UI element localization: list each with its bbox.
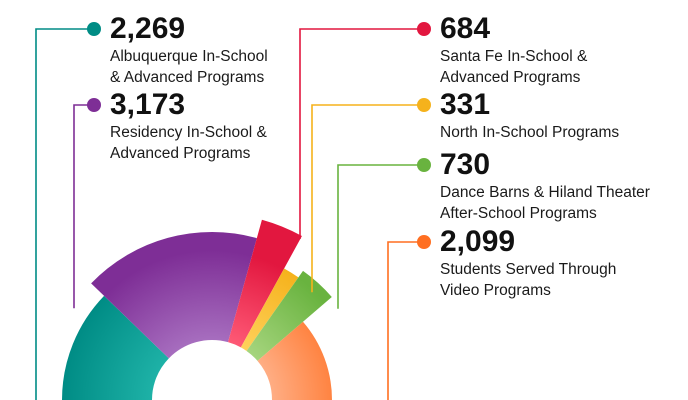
category-label-dance-barns-and-hiland-theater-after-school-programs-line-2: After-School Programs [440,205,597,222]
legend-dot-dance-barns-and-hiland-theater-after-school-programs [417,158,431,172]
value-label-residency-in-school-and-advanced-programs: 3,173 [110,88,185,121]
leader-line-santa-fe-in-school-and-advanced-programs [299,28,424,239]
legend-dot-students-served-through-video-programs [417,235,431,249]
category-label-students-served-through-video-programs-line-1: Students Served Through [440,261,616,278]
leader-line-residency-in-school-and-advanced-programs [73,104,94,309]
value-label-north-in-school-programs: 331 [440,88,490,121]
leader-lines [35,28,424,400]
slice-residency-in-school-and-advanced-programs [91,232,257,359]
legend-dot-north-in-school-programs [417,98,431,112]
category-label-santa-fe-in-school-and-advanced-programs-line-2: Advanced Programs [440,69,581,86]
slice-students-served-through-video-programs [257,321,332,400]
labels: 2,269 Albuquerque In-School & Advanced Pro… [87,12,650,299]
leader-line-albuquerque-in-school-and-advanced-programs [35,28,94,400]
leader-line-students-served-through-video-programs [387,241,424,400]
legend-dot-residency-in-school-and-advanced-programs [87,98,101,112]
value-label-santa-fe-in-school-and-advanced-programs: 684 [440,12,490,45]
slice-albuquerque-in-school-and-advanced-programs [62,295,169,400]
category-label-albuquerque-in-school-and-advanced-programs-line-1: Albuquerque In-School [110,48,268,65]
category-label-residency-in-school-and-advanced-programs-line-2: Advanced Programs [110,145,251,162]
category-label-santa-fe-in-school-and-advanced-programs-line-1: Santa Fe In-School & [440,48,588,65]
category-label-students-served-through-video-programs-line-2: Video Programs [440,282,551,299]
leader-line-dance-barns-and-hiland-theater-after-school-programs [337,164,424,309]
slice-santa-fe-in-school-and-advanced-programs [228,219,302,348]
value-label-albuquerque-in-school-and-advanced-programs: 2,269 [110,12,185,45]
slice-dance-barns-and-hiland-theater-after-school-programs [246,270,332,361]
leader-line-north-in-school-programs [311,104,424,293]
category-label-albuquerque-in-school-and-advanced-programs-line-2: & Advanced Programs [110,69,264,86]
value-label-dance-barns-and-hiland-theater-after-school-programs: 730 [440,148,490,181]
category-label-dance-barns-and-hiland-theater-after-school-programs-line-1: Dance Barns & Hiland Theater [440,184,650,201]
legend-dot-santa-fe-in-school-and-advanced-programs [417,22,431,36]
slice-north-in-school-programs [240,268,299,351]
slices [62,219,332,400]
category-label-north-in-school-programs-line-1: North In-School Programs [440,124,619,141]
legend-dot-albuquerque-in-school-and-advanced-programs [87,22,101,36]
category-label-residency-in-school-and-advanced-programs-line-1: Residency In-School & [110,124,267,141]
value-label-students-served-through-video-programs: 2,099 [440,225,515,258]
